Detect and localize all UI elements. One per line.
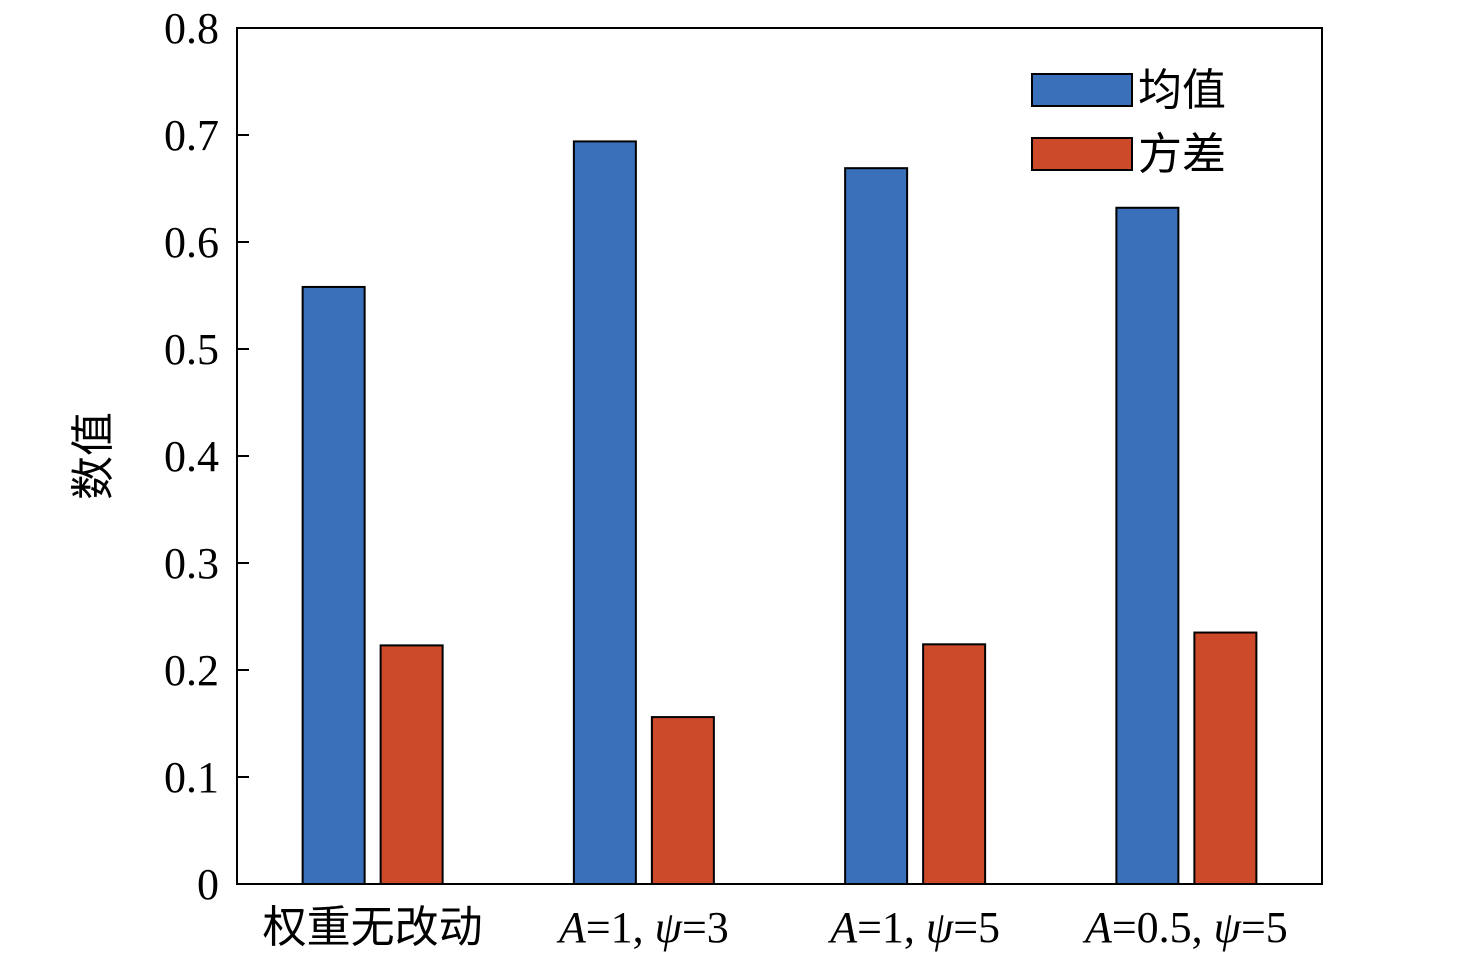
bar-mean-1 [572,140,637,886]
bar-mean-2 [844,167,909,886]
y-tick-label-3: 0.3 [164,539,219,588]
bars-layer [301,140,1258,886]
y-tick-label-1: 0.1 [164,753,219,802]
y-tick-label-0: 0 [197,860,219,909]
legend-label-1: 方差 [1138,130,1226,179]
x-tick-label-0: 权重无改动 [263,903,483,952]
x-tick-label-3: A=0.5, ψ=5 [1082,903,1288,952]
legend-swatch-1 [1031,137,1133,171]
bar-variance-3 [1193,631,1258,885]
x-tick-label-2: A=1, ψ=5 [827,903,1000,952]
x-tick-label-1: A=1, ψ=3 [556,903,729,952]
y-tick-label-8: 0.8 [164,4,219,53]
y-tick-label-6: 0.6 [164,218,219,267]
legend-swatch-0 [1031,73,1133,107]
y-tick-label-2: 0.2 [164,646,219,695]
legend-label-0: 均值 [1138,66,1226,115]
y-axis-title: 数值 [69,412,118,500]
y-tick-label-4: 0.4 [164,432,219,481]
bar-variance-0 [379,644,444,886]
y-tick-label-7: 0.7 [164,111,219,160]
bar-variance-1 [650,716,715,886]
y-tick-label-5: 0.5 [164,325,219,374]
y-ticks-layer: 0 0.1 0.2 0.3 0.4 0.5 0.6 0.7 0.8 [164,4,249,909]
category-labels-layer: 权重无改动 A=1, ψ=3 A=1, ψ=5 A=0.5, ψ=5 [263,903,1288,952]
bar-variance-2 [922,643,987,885]
bar-mean-0 [301,285,366,885]
bar-mean-3 [1115,206,1180,885]
